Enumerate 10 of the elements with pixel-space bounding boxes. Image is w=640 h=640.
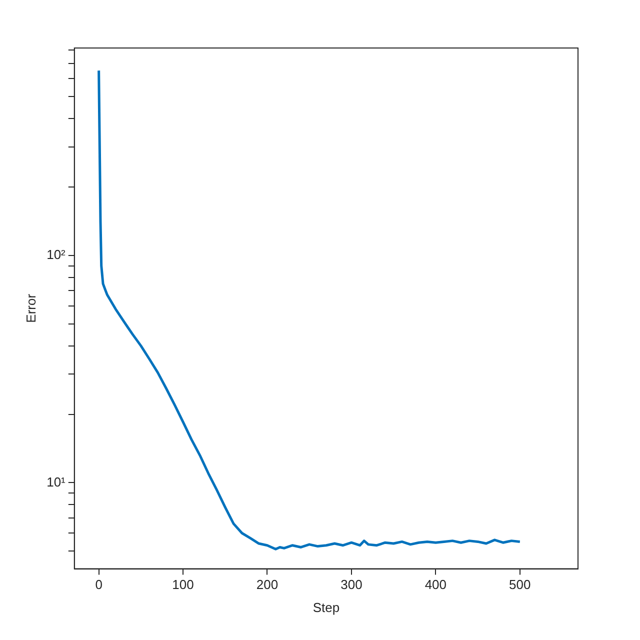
x-axis-title: Step [312,600,340,615]
x-tick-label: 100 [172,577,194,592]
x-tick-label: 400 [424,577,447,592]
y-axis-title: Error [23,293,38,323]
y-tick-label: 10¹ [46,474,66,490]
x-tick-label: 300 [340,577,362,592]
y-tick-label: 10² [46,246,66,262]
x-tick-label: 200 [256,577,278,592]
x-tick-label: 500 [509,577,531,592]
x-tick-label: 0 [95,577,102,592]
